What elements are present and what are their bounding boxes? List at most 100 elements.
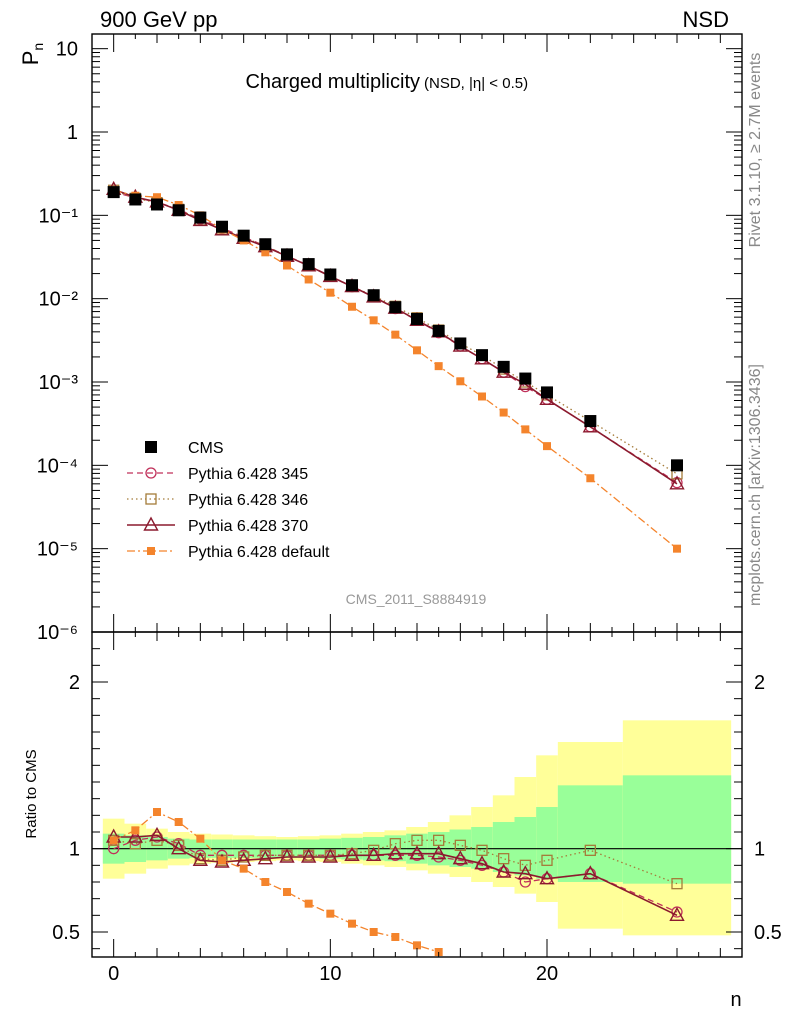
ratio-uncertainty-bands <box>102 720 732 936</box>
main-point-cms <box>454 337 467 350</box>
main-point-pythia-6-428-default <box>283 261 291 270</box>
main-point-cms <box>389 301 402 314</box>
ratio-line-pythia-6-428-370 <box>113 834 678 917</box>
main-frame <box>91 33 743 633</box>
main-point-cms <box>346 279 358 292</box>
legend-marker-pythia-6-428-345 <box>145 467 157 479</box>
ratio-point-pythia-6-428-370 <box>192 851 209 867</box>
main-point-pythia-6-428-370 <box>669 475 685 490</box>
main-point-cms <box>584 415 597 428</box>
y-tick-label: 1 <box>67 122 78 144</box>
ratio-point-pythia-6-428-370 <box>582 865 599 880</box>
main-point-pythia-6-428-default <box>326 288 335 297</box>
ratio-point-pythia-6-428-370 <box>495 863 512 878</box>
main-point-cms <box>302 258 315 271</box>
ratio-point-pythia-6-428-370 <box>257 850 274 865</box>
ratio-point-pythia-6-428-default <box>369 928 378 936</box>
ratio-tick-labels: 0.5 0.51 12 20 10 20 <box>52 672 782 985</box>
main-point-cms <box>172 204 185 217</box>
chart-subtitle: (NSD, |η| < 0.5) <box>424 75 528 92</box>
ratio-point-pythia-6-428-370 <box>149 826 165 842</box>
ratio-point-pythia-6-428-370 <box>409 845 425 860</box>
ratio-point-pythia-6-428-default <box>218 856 226 865</box>
ratio-point-pythia-6-428-345 <box>519 876 531 888</box>
ratio-point-pythia-6-428-default <box>109 836 118 845</box>
ratio-point-pythia-6-428-370 <box>430 845 447 860</box>
x-tick-label: 20 <box>536 963 558 985</box>
ratio-series-layer <box>105 808 685 956</box>
header-left: 900 GeV pp <box>100 7 217 32</box>
legend-label-pythia-6-428-346: Pythia 6.428 346 <box>188 492 308 509</box>
ratio-line-pythia-6-428-default <box>113 811 439 953</box>
main-point-cms <box>519 372 532 385</box>
ratio-point-pythia-6-428-346 <box>541 854 553 866</box>
ratio-band-inner <box>622 775 732 884</box>
main-point-pythia-6-428-default <box>413 346 421 355</box>
y-axis-label-main: Pn <box>18 43 46 65</box>
ratio-line-pythia-6-428-346 <box>113 839 678 885</box>
ratio-point-pythia-6-428-346 <box>519 859 531 871</box>
main-point-cms <box>432 324 445 337</box>
main-point-pythia-6-428-default <box>304 275 313 284</box>
main-point-cms <box>671 459 683 472</box>
ratio-point-pythia-6-428-default <box>261 878 270 886</box>
ratio-y-tick-label: 2 <box>69 672 80 694</box>
legend-label-pythia-6-428-370: Pythia 6.428 370 <box>188 518 308 535</box>
ratio-point-pythia-6-428-default <box>413 941 421 950</box>
main-point-pythia-6-428-default <box>499 408 508 417</box>
main-point-cms <box>216 220 228 233</box>
ratio-point-pythia-6-428-default <box>348 919 356 928</box>
main-point-cms <box>281 248 293 261</box>
side-label-mcplots: mcplots.cern.ch [arXiv:1306.3436] <box>747 364 764 606</box>
ratio-point-pythia-6-428-370 <box>322 848 339 863</box>
ratio-point-pythia-6-428-346 <box>129 838 141 850</box>
main-point-pythia-6-428-default <box>391 330 400 339</box>
ratio-point-pythia-6-428-370 <box>279 848 295 863</box>
side-label-rivet: Rivet 3.1.10, ≥ 2.7M events <box>747 53 764 248</box>
ratio-point-pythia-6-428-370 <box>517 865 534 880</box>
main-point-pythia-6-428-default <box>369 316 378 325</box>
ratio-band-inner <box>471 827 493 869</box>
main-point-pythia-6-428-default <box>261 248 270 257</box>
main-point-cms <box>107 186 120 199</box>
ratio-point-pythia-6-428-default <box>174 818 183 826</box>
ratio-point-pythia-6-428-346 <box>389 838 401 850</box>
main-point-cms <box>194 211 207 224</box>
main-point-pythia-6-428-default <box>434 362 443 371</box>
main-point-cms <box>411 313 423 326</box>
y-tick-label: 10⁻⁴ <box>37 455 78 477</box>
ratio-point-pythia-6-428-default <box>304 899 313 908</box>
ratio-point-pythia-6-428-370 <box>669 906 685 922</box>
main-axis-ticks <box>92 34 742 633</box>
main-point-cms <box>476 349 488 362</box>
y-tick-label: 10⁻² <box>39 289 79 311</box>
ratio-point-pythia-6-428-370 <box>365 846 382 862</box>
main-y-tick-labels: 10 1 10⁻¹ 10⁻² 10⁻³ 10⁻⁴ 10⁻⁵ 10⁻⁶ <box>37 39 79 644</box>
main-point-cms <box>259 238 272 251</box>
ratio-y-tick-label: 1 <box>754 839 765 861</box>
legend-label-pythia-6-428-345: Pythia 6.428 345 <box>188 466 308 483</box>
main-point-pythia-6-428-default <box>153 193 161 202</box>
main-point-pythia-6-428-default <box>521 425 530 434</box>
main-series-layer <box>105 180 685 553</box>
ratio-point-pythia-6-428-370 <box>539 870 555 885</box>
y-tick-label: 10⁻¹ <box>39 205 79 227</box>
ratio-y-tick-label: 0.5 <box>52 922 80 944</box>
main-point-cms <box>497 360 510 373</box>
svg-text:Pn: Pn <box>18 43 46 65</box>
y-axis-label-ratio: Ratio to CMS <box>23 749 40 838</box>
ratio-point-pythia-6-428-370 <box>387 845 404 860</box>
ratio-band-inner <box>536 807 558 879</box>
legend-marker-pythia-6-428-346 <box>145 493 157 505</box>
ratio-point-pythia-6-428-346 <box>671 878 683 890</box>
analysis-id: CMS_2011_S8884919 <box>346 591 487 607</box>
ratio-point-pythia-6-428-370 <box>474 855 490 870</box>
main-point-cms <box>541 386 553 399</box>
ratio-y-tick-label: 2 <box>754 672 765 694</box>
main-point-cms <box>151 198 163 211</box>
ratio-axis-ticks <box>92 632 742 957</box>
main-point-pythia-6-428-default <box>456 377 465 386</box>
main-point-pythia-6-428-default <box>478 392 486 401</box>
ratio-point-pythia-6-428-370 <box>344 846 360 862</box>
